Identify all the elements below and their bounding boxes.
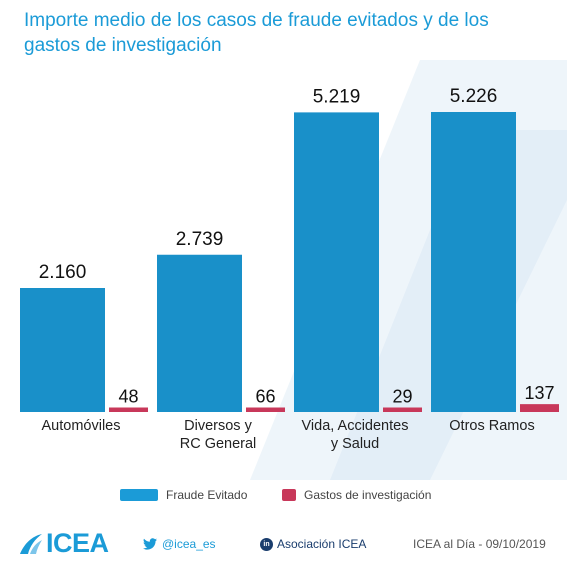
data-label-fraude: 2.160 xyxy=(39,262,87,283)
date-info: ICEA al Día - 09/10/2019 xyxy=(413,537,546,551)
legend-gastos: Gastos de investigación xyxy=(282,486,431,504)
twitter-link[interactable]: @icea_es xyxy=(143,537,216,551)
data-label-gastos: 29 xyxy=(392,387,412,407)
bar-gastos-investigacion xyxy=(246,407,285,412)
bar-gastos-investigacion xyxy=(383,407,422,412)
chart-title: Importe medio de los casos de fraude evi… xyxy=(24,10,489,56)
bar-texture xyxy=(431,112,516,412)
category-label: Automóviles xyxy=(42,418,121,434)
bar-fraude-evitado xyxy=(431,112,516,412)
bar-gastos-investigacion xyxy=(109,407,148,412)
bar-texture xyxy=(294,112,379,412)
brand-logo[interactable]: ICEA xyxy=(18,528,109,559)
legend-label-gastos: Gastos de investigación xyxy=(304,488,432,502)
bar-fraude-evitado xyxy=(157,254,242,412)
bar-fraude-evitado xyxy=(20,288,105,412)
linkedin-link[interactable]: in Asociación ICEA xyxy=(260,537,366,551)
linkedin-icon: in xyxy=(260,537,273,551)
data-label-gastos: 137 xyxy=(524,383,554,403)
data-label-fraude: 2.739 xyxy=(176,229,224,250)
icea-logo-icon xyxy=(20,533,42,554)
data-label-gastos: 48 xyxy=(118,387,138,407)
footer: ICEA @icea_es in Asociación ICEA ICEA al… xyxy=(0,522,567,567)
data-label-fraude: 5.226 xyxy=(450,86,498,107)
legend-swatch-gastos xyxy=(282,489,296,501)
category-label: Diversos y RC General xyxy=(180,418,257,452)
data-label-fraude: 5.219 xyxy=(313,86,361,107)
data-label-gastos: 66 xyxy=(255,387,275,407)
bar-fraude-evitado xyxy=(294,112,379,412)
legend-fraude: Fraude Evitado xyxy=(120,486,247,504)
category-label: Otros Ramos xyxy=(449,418,534,434)
bar-texture xyxy=(157,254,242,412)
bar-chart: 2.160 48 Automóviles 2.739 66 Diversos y RC Ge… xyxy=(20,60,567,480)
linkedin-name: Asociación ICEA xyxy=(277,537,367,551)
brand-name: ICEA xyxy=(46,528,109,558)
legend-swatch-fraude xyxy=(120,489,158,501)
bar-gastos-investigacion xyxy=(520,404,559,412)
legend-label-fraude: Fraude Evitado xyxy=(166,488,248,502)
bar-texture xyxy=(20,288,105,412)
twitter-handle: @icea_es xyxy=(162,537,216,551)
bird-icon xyxy=(143,538,157,550)
category-label: Vida, Accidentes y Salud xyxy=(302,418,409,452)
